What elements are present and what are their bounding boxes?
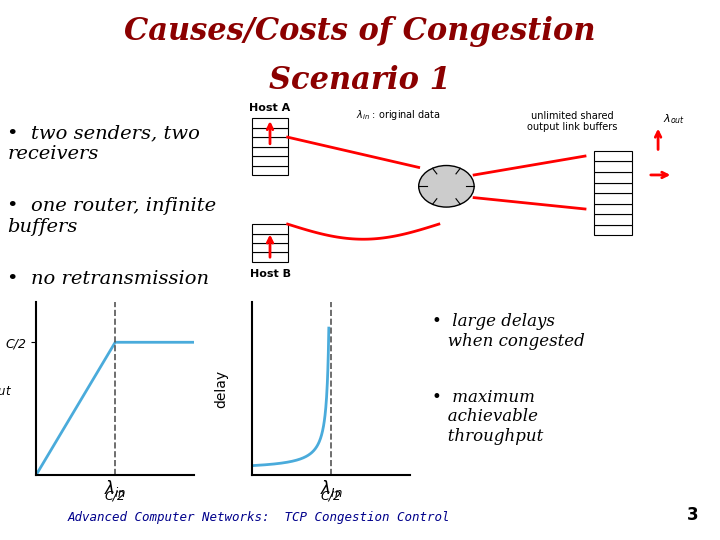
- Bar: [253, 243, 288, 253]
- Bar: [253, 128, 288, 137]
- Bar: [253, 233, 288, 243]
- Bar: [594, 183, 631, 193]
- Bar: [594, 172, 631, 183]
- Text: Causes/Costs of Congestion: Causes/Costs of Congestion: [125, 16, 595, 47]
- Text: Host B: Host B: [250, 269, 290, 280]
- Y-axis label: delay: delay: [215, 370, 228, 408]
- Text: C/2: C/2: [320, 489, 342, 502]
- Bar: [594, 151, 631, 161]
- Bar: [253, 137, 288, 146]
- Text: Advanced Computer Networks:  TCP Congestion Control: Advanced Computer Networks: TCP Congesti…: [68, 511, 451, 524]
- Text: •  maximum
   achievable
   throughput: • maximum achievable throughput: [432, 389, 544, 445]
- Text: •  two senders, two
receivers: • two senders, two receivers: [7, 124, 200, 163]
- Bar: [253, 166, 288, 175]
- Bar: [253, 147, 288, 156]
- Bar: [253, 224, 288, 233]
- Text: $\lambda_{in}$ : original data: $\lambda_{in}$ : original data: [356, 108, 441, 122]
- Bar: [594, 161, 631, 172]
- Text: •  one router, infinite
buffers: • one router, infinite buffers: [7, 197, 216, 236]
- Bar: [594, 214, 631, 225]
- Text: 3: 3: [687, 506, 698, 524]
- Bar: [594, 193, 631, 204]
- Text: unlimited shared
output link buffers: unlimited shared output link buffers: [527, 111, 618, 132]
- Bar: [594, 204, 631, 214]
- Text: Scenario 1: Scenario 1: [269, 65, 451, 96]
- Bar: [594, 225, 631, 235]
- Text: $\lambda_{out}$: $\lambda_{out}$: [663, 112, 685, 126]
- Text: C/2: C/2: [104, 489, 126, 502]
- Bar: [253, 253, 288, 262]
- Text: •  no retransmission: • no retransmission: [7, 270, 210, 288]
- Bar: [253, 156, 288, 166]
- X-axis label: $\lambda_{in}$: $\lambda_{in}$: [104, 478, 127, 499]
- Bar: [253, 118, 288, 128]
- X-axis label: $\lambda_{In}$: $\lambda_{In}$: [320, 478, 343, 499]
- Y-axis label: $\lambda_{out}$: $\lambda_{out}$: [0, 376, 12, 397]
- Circle shape: [419, 166, 474, 207]
- Text: Host A: Host A: [249, 103, 291, 113]
- Text: •  large delays
   when congested: • large delays when congested: [432, 313, 585, 350]
